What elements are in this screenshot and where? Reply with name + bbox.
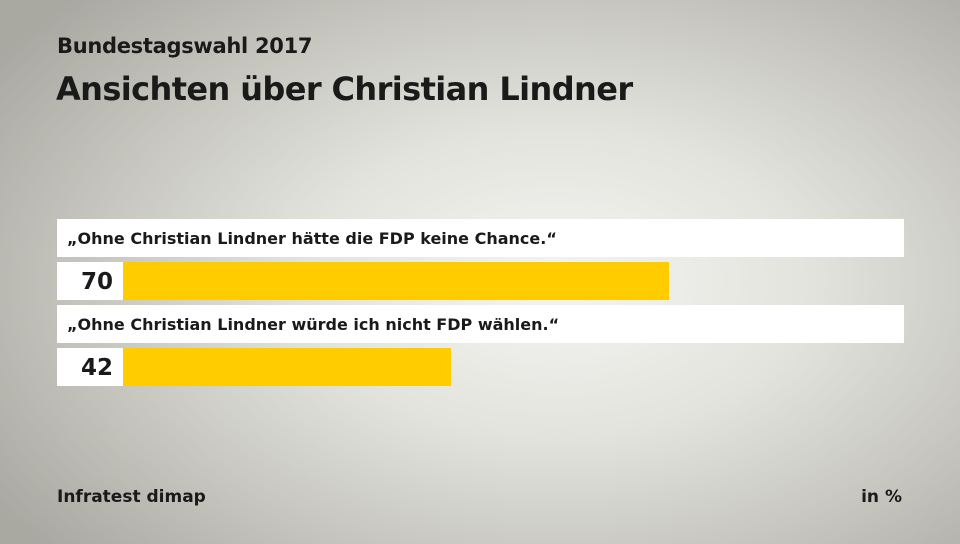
unit-label: in % [861, 487, 902, 507]
bar [123, 262, 669, 300]
chart-title: Ansichten über Christian Lindner [56, 70, 633, 108]
chart-subtitle: Bundestagswahl 2017 [57, 34, 313, 58]
bar-value-label: 42 [57, 348, 123, 386]
bar [123, 348, 451, 386]
source-label: Infratest dimap [57, 487, 206, 507]
bar-value-label: 70 [57, 262, 123, 300]
bar-row: 42 [57, 348, 904, 386]
bar-row: 70 [57, 262, 904, 300]
bar-category-label: „Ohne Christian Lindner hätte die FDP ke… [57, 219, 904, 257]
bar-category-label: „Ohne Christian Lindner würde ich nicht … [57, 305, 904, 343]
